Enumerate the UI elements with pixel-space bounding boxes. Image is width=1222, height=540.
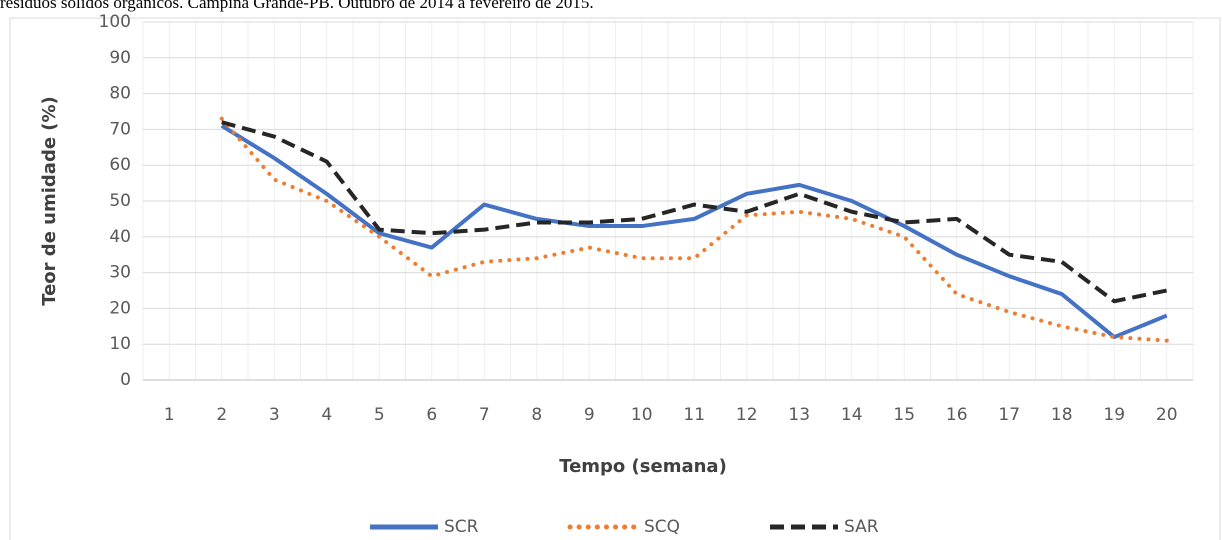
y-tick-label: 50 bbox=[109, 191, 131, 211]
y-tick-label: 70 bbox=[109, 119, 131, 139]
y-tick-label: 80 bbox=[109, 84, 131, 104]
x-tick-label: 8 bbox=[531, 405, 542, 425]
legend-label: SCR bbox=[444, 517, 479, 537]
caption: resíduos sólidos orgânicos. Campina Gran… bbox=[0, 0, 594, 12]
x-tick-label: 1 bbox=[164, 405, 175, 425]
y-tick-label: 20 bbox=[109, 298, 131, 318]
x-tick-label: 2 bbox=[216, 405, 227, 425]
y-axis-title: Teor de umidade (%) bbox=[39, 96, 60, 306]
y-tick-label: 10 bbox=[109, 334, 131, 354]
y-tick-label: 30 bbox=[109, 263, 131, 283]
y-tick-label: 90 bbox=[109, 48, 131, 68]
x-tick-label: 11 bbox=[683, 405, 705, 425]
x-tick-label: 6 bbox=[426, 405, 437, 425]
y-tick-label: 40 bbox=[109, 227, 131, 247]
x-tick-label: 10 bbox=[631, 405, 653, 425]
legend-label: SAR bbox=[844, 517, 879, 537]
x-tick-label: 20 bbox=[1156, 405, 1178, 425]
x-tick-label: 15 bbox=[893, 405, 915, 425]
x-tick-label: 13 bbox=[788, 405, 810, 425]
series-line bbox=[219, 116, 1169, 343]
x-tick-label: 14 bbox=[841, 405, 863, 425]
x-tick-label: 16 bbox=[946, 405, 968, 425]
x-tick-label: 17 bbox=[998, 405, 1020, 425]
x-tick-label: 5 bbox=[374, 405, 385, 425]
x-tick-label: 19 bbox=[1103, 405, 1125, 425]
series-line bbox=[220, 124, 1168, 340]
x-axis-title: Tempo (semana) bbox=[559, 456, 727, 477]
x-tick-label: 3 bbox=[269, 405, 280, 425]
x-tick-label: 9 bbox=[584, 405, 595, 425]
series-line bbox=[221, 120, 1168, 304]
y-tick-label: 100 bbox=[99, 12, 131, 32]
x-tick-label: 4 bbox=[321, 405, 332, 425]
x-tick-label: 12 bbox=[736, 405, 758, 425]
y-tick-label: 0 bbox=[120, 370, 131, 390]
legend-label: SCQ bbox=[644, 517, 680, 537]
y-tick-label: 60 bbox=[109, 155, 131, 175]
x-tick-label: 18 bbox=[1051, 405, 1073, 425]
x-tick-label: 7 bbox=[479, 405, 490, 425]
